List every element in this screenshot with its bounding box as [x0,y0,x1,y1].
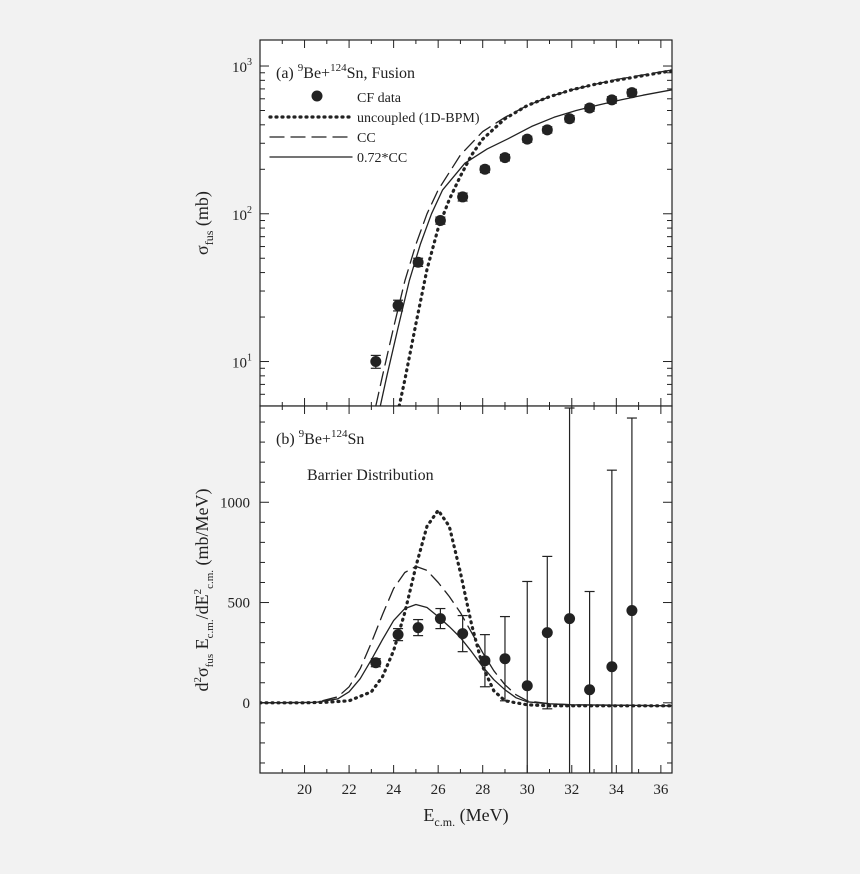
data-point [434,613,446,625]
x-tick-label: 30 [520,782,535,798]
data-point [434,215,446,227]
data-point [499,152,511,164]
legend-label: CF data [357,91,402,106]
data-point [392,299,404,311]
panel-label-fusion: (a) 9Be+124Sn, Fusion [276,62,415,82]
y-axis-title-fusion: σfus (mb) [192,191,216,255]
y-tick-label: 500 [228,596,251,612]
legend-label: uncoupled (1D-BPM) [357,111,480,126]
data-point [412,256,424,268]
data-point [392,629,404,641]
plot-area-barrier [260,406,672,773]
legend-label: 0.72*CC [357,151,407,166]
data-point [584,684,596,696]
data-point [370,657,382,669]
panel-barrier: 0 500 1000 20 22 24 26 28 30 32 34 36 (b) 9Be+124Sn B… [192,405,673,829]
legend-label: CC [357,131,376,146]
y-axis-title-barrier: d2σfus Ec.m./dE2c.m. (mb/MeV) [192,488,216,691]
x-tick-label: 34 [609,782,625,798]
panel-sublabel: Barrier Distribution [307,467,434,484]
series-dashed-line [375,69,672,406]
data-point [564,113,576,125]
y-tick-label: 101 [232,353,252,372]
data-point [499,653,511,665]
series-dashed-line [260,565,672,707]
plot-area-fusion [260,40,672,406]
data-point [479,163,491,175]
y-tick-label: 103 [232,57,252,76]
x-tick-label: 22 [342,782,357,798]
axes-frame [259,405,673,774]
x-tick-label: 36 [653,782,669,798]
series-dotted-line [260,508,672,708]
data-point [370,356,382,368]
series-solid-line [379,89,672,406]
x-tick-label: 20 [297,782,312,798]
x-axis-title: Ec.m. (MeV) [423,805,508,829]
panel-fusion: 101 102 103 (a) 9Be+124Sn, Fusion CF data unc… [192,39,673,407]
data-point [541,627,553,639]
x-tick-label: 32 [564,782,579,798]
data-point [479,655,491,667]
data-point [457,191,469,203]
data-point [412,622,424,634]
y-tick-label: 0 [243,696,251,712]
y-tick-label: 1000 [220,495,250,511]
data-point [606,661,618,673]
x-tick-label: 24 [386,782,402,798]
data-point [626,605,638,617]
data-point [606,94,618,106]
legend-marker [311,90,323,102]
data-point [584,102,596,114]
x-tick-label: 28 [475,782,490,798]
data-point [626,87,638,99]
x-tick-label: 26 [431,782,447,798]
data-point [521,680,533,692]
data-point [457,628,469,640]
data-point [541,124,553,136]
data-point [521,133,533,145]
data-point [564,613,576,625]
y-tick-label: 102 [232,205,252,224]
panel-label-barrier: (b) 9Be+124Sn [276,428,364,448]
